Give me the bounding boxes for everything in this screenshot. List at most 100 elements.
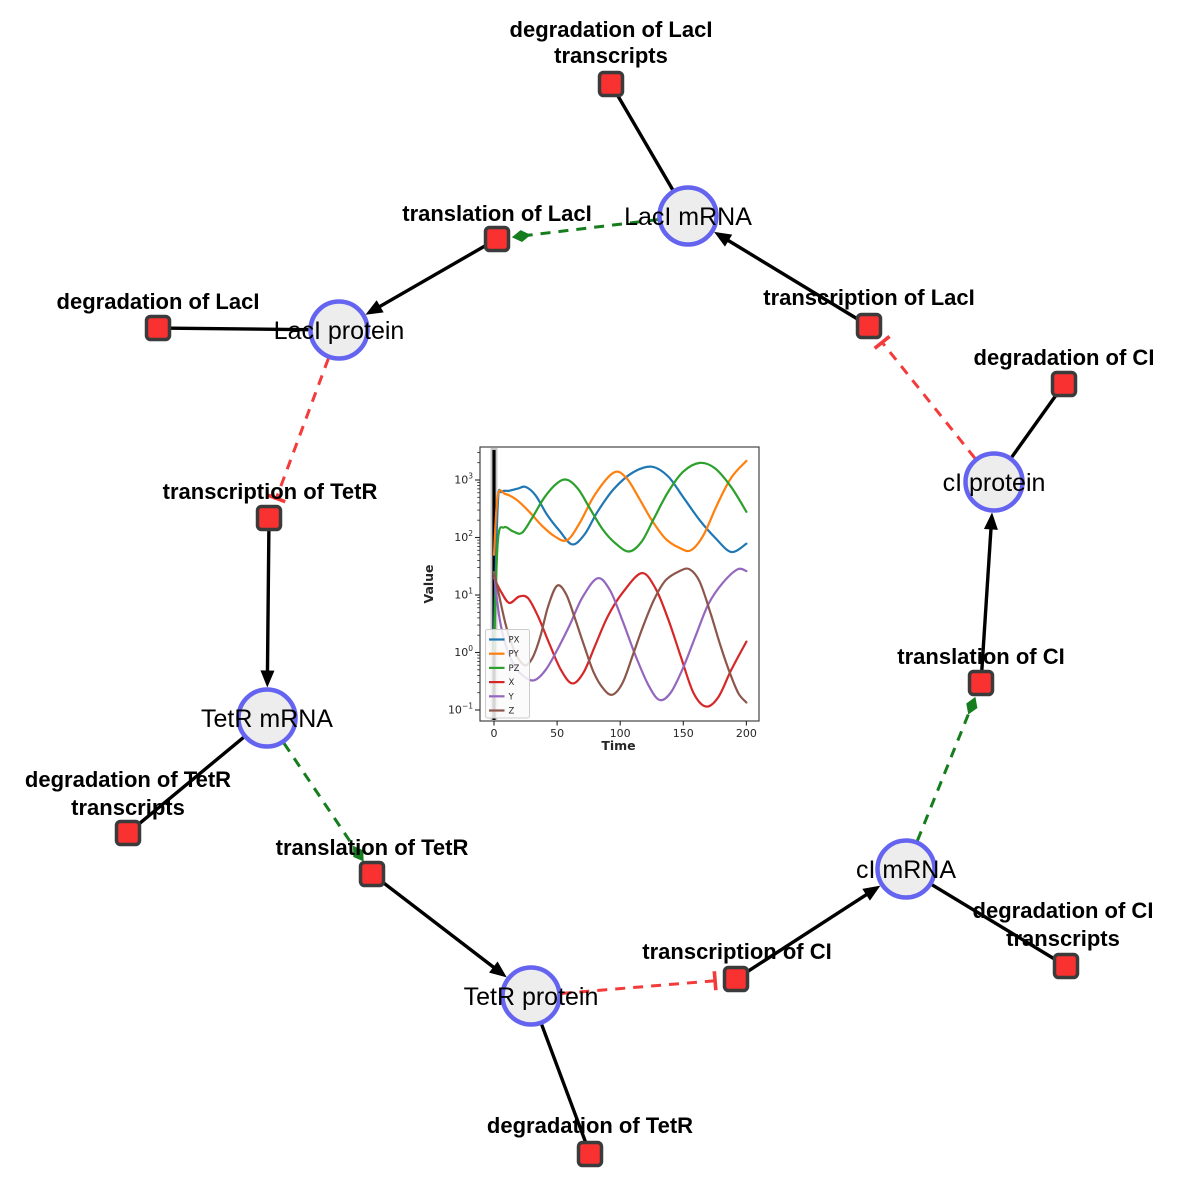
reaction-node-deg-ci xyxy=(1050,370,1078,398)
nodes-layer xyxy=(114,70,1080,1168)
inset-chart: 103 102 101 100 10−1 0 50 100 150 200 Time Value PX P… xyxy=(421,446,760,753)
x-tick-label: 100 xyxy=(610,727,631,740)
edge-transcription-laci-to-laci-mrna xyxy=(714,231,859,321)
edge-tetr-protein-to-deg-tetr xyxy=(540,1023,588,1143)
x-axis-title: Time xyxy=(601,738,635,753)
product-edge-line xyxy=(725,237,859,321)
reaction-label-deg-laci-transcripts-line2: transcripts xyxy=(554,43,668,68)
x-tick-label: 0 xyxy=(491,727,498,740)
species-label-laci-mrna: LacI mRNA xyxy=(624,203,752,231)
edge-laci-protein-to-transcription-tetr xyxy=(266,358,330,504)
species-label-laci-protein: LacI protein xyxy=(274,317,405,345)
edge-tetr-protein-to-transcription-ci xyxy=(561,971,718,995)
edge-laci-protein-to-deg-laci xyxy=(170,326,309,332)
species-node-laci-mrna xyxy=(657,185,719,247)
reaction-label-translation-laci: translation of LacI xyxy=(402,201,591,226)
legend-label-X: X xyxy=(509,678,515,688)
inhibitor-tbar-icon xyxy=(266,493,286,504)
edge-transcription-tetr-to-tetr-mrna xyxy=(260,530,275,688)
edge-translation-tetr-to-tetr-protein xyxy=(381,880,507,978)
edge-laci-mrna-to-deg-laci-transcripts xyxy=(616,94,675,191)
reaction-node-deg-laci xyxy=(144,314,172,342)
legend-label-Y: Y xyxy=(508,692,515,702)
modifier-arrowhead-icon xyxy=(353,845,364,862)
legend-box xyxy=(485,629,530,719)
legend-label-PY: PY xyxy=(509,650,520,660)
reactant-edge-line xyxy=(170,326,309,332)
modifier-edge-line xyxy=(526,218,658,237)
legend-label-PX: PX xyxy=(509,636,520,646)
reaction-label-deg-tetr-transcripts-line2: transcripts xyxy=(71,795,185,820)
reactant-edge-line xyxy=(931,883,1056,961)
arrowhead-icon xyxy=(260,670,275,688)
species-node-ci-mrna xyxy=(875,838,937,900)
x-tick-label: 50 xyxy=(550,727,564,740)
inhibitor-edge-line xyxy=(880,341,977,460)
reactant-edge-line xyxy=(616,94,675,191)
species-label-ci-protein: cI protein xyxy=(943,469,1046,497)
reaction-label-deg-ci: degradation of CI xyxy=(974,345,1155,370)
y-tick-label: 10−1 xyxy=(448,702,473,717)
modifier-arrowhead-icon xyxy=(966,696,978,715)
reaction-label-transcription-laci: transcription of LacI xyxy=(763,285,974,310)
labels-layer: LacI mRNA LacI protein TetR mRNA TetR prote… xyxy=(25,17,1155,1138)
y-tick-label: 102 xyxy=(454,529,473,544)
reaction-node-translation-tetr xyxy=(358,860,386,888)
edge-tetr-mrna-to-deg-tetr-transcripts xyxy=(136,736,245,827)
species-label-ci-mrna: cI mRNA xyxy=(856,856,956,884)
x-tick-label: 200 xyxy=(736,727,757,740)
reaction-node-transcription-tetr xyxy=(255,504,283,532)
inhibitor-tbar-icon xyxy=(712,971,718,991)
reaction-node-transcription-ci xyxy=(722,965,750,993)
reaction-label-transcription-tetr: transcription of TetR xyxy=(163,479,378,504)
species-node-ci-protein xyxy=(963,451,1025,513)
reaction-label-deg-laci: degradation of LacI xyxy=(57,289,260,314)
reactant-edge-line xyxy=(136,736,245,827)
species-node-tetr-mrna xyxy=(236,687,298,749)
series-line-PY xyxy=(492,459,748,556)
y-tick-label: 100 xyxy=(454,644,473,659)
edge-ci-mrna-to-deg-ci-transcripts xyxy=(931,883,1056,961)
modifier-arrowhead-icon xyxy=(511,230,531,243)
reaction-label-translation-tetr: translation of TetR xyxy=(276,835,469,860)
reaction-label-deg-tetr: degradation of TetR xyxy=(487,1113,693,1138)
edge-translation-ci-to-ci-protein xyxy=(980,512,998,671)
arrowhead-icon xyxy=(862,885,881,901)
reactant-edge-line xyxy=(1010,393,1058,459)
reaction-node-deg-tetr xyxy=(576,1140,604,1168)
reaction-label-deg-ci-transcripts-line1: degradation of CI xyxy=(973,898,1154,923)
edge-translation-laci-to-laci-protein xyxy=(365,244,487,315)
product-edge-line xyxy=(980,526,993,671)
y-axis-title: Value xyxy=(421,564,436,603)
reaction-node-deg-ci-transcripts xyxy=(1052,952,1080,980)
inhibitor-edge-line xyxy=(274,358,330,499)
series-line-PZ xyxy=(492,461,748,654)
modifier-edge-line xyxy=(916,710,972,842)
product-edge-line xyxy=(381,880,497,971)
legend-label-PZ: PZ xyxy=(509,664,520,674)
series-line-X xyxy=(492,572,748,708)
modifier-edge-line xyxy=(282,742,357,850)
reaction-node-transcription-laci xyxy=(855,312,883,340)
product-edge-line xyxy=(745,891,870,974)
edge-tetr-mrna-to-translation-tetr xyxy=(282,742,364,862)
reaction-label-deg-laci-transcripts-line1: degradation of LacI xyxy=(510,17,713,42)
reactant-edge-line xyxy=(540,1023,588,1143)
arrowhead-icon xyxy=(489,961,507,978)
species-node-laci-protein xyxy=(308,299,370,361)
edge-laci-mrna-to-translation-laci xyxy=(511,218,658,243)
edges-layer xyxy=(136,94,1058,1143)
arrowhead-icon xyxy=(714,231,733,247)
edge-transcription-ci-to-ci-mrna xyxy=(745,885,881,974)
x-tick-label: 150 xyxy=(673,727,694,740)
inhibitor-edge-line xyxy=(561,979,716,995)
reaction-node-deg-laci-transcripts xyxy=(597,70,625,98)
reaction-node-translation-laci xyxy=(483,225,511,253)
reaction-label-transcription-ci: transcription of CI xyxy=(642,939,831,964)
edge-ci-protein-to-transcription-laci xyxy=(873,335,977,460)
y-tick-label: 101 xyxy=(454,587,473,602)
product-edge-line xyxy=(376,244,487,310)
reaction-label-deg-ci-transcripts-line2: transcripts xyxy=(1006,926,1120,951)
